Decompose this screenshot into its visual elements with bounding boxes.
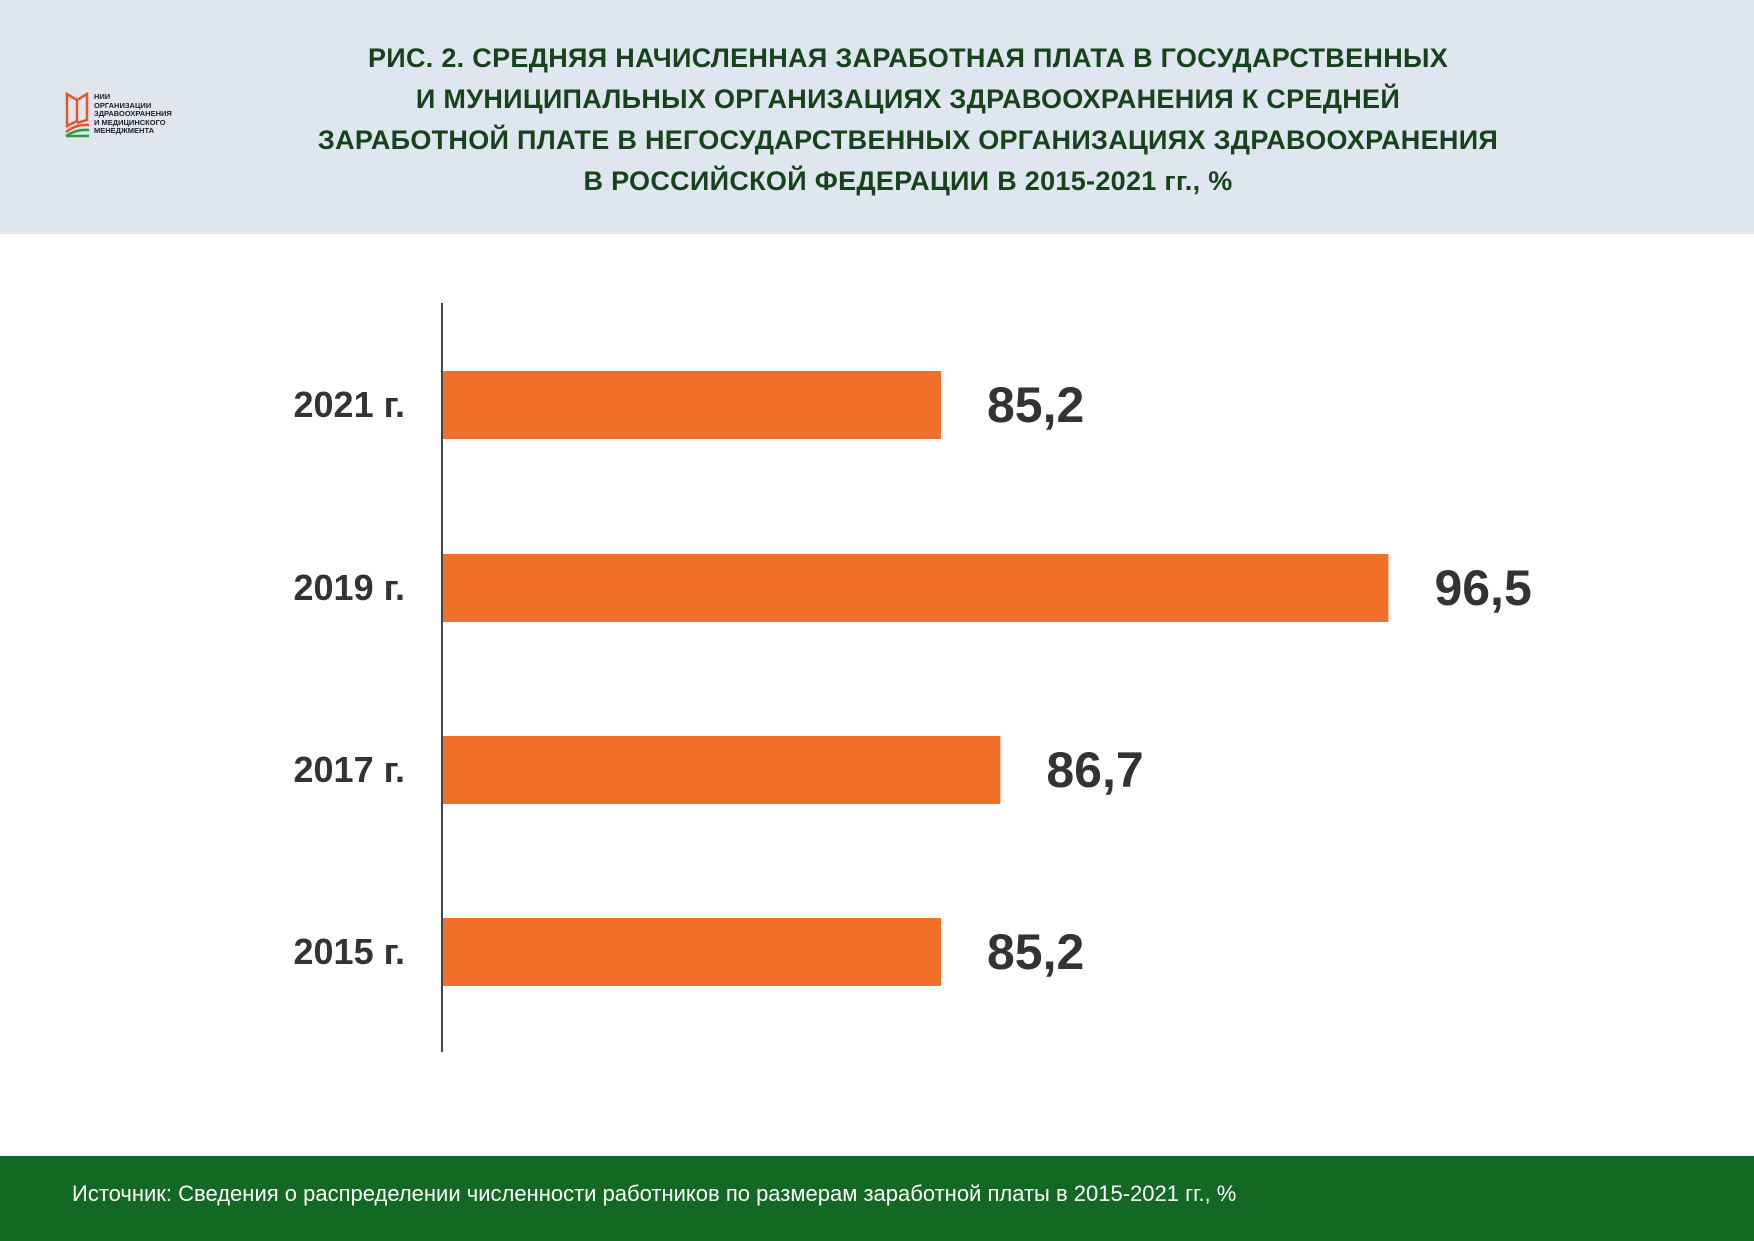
bar (442, 918, 941, 986)
logo-line: НИИ (94, 92, 111, 101)
bar (442, 554, 1389, 622)
title-line: И МУНИЦИПАЛЬНЫХ ОРГАНИЗАЦИЯХ ЗДРАВООХРАН… (415, 84, 1401, 114)
category-label: 2017 г. (294, 749, 405, 790)
value-label: 96,5 (1434, 560, 1531, 616)
logo-text: НИИ ОРГАНИЗАЦИИ ЗДРАВООХРАНЕНИЯ И МЕДИЦИ… (94, 92, 172, 136)
logo-line: ЗДРАВООХРАНЕНИЯ (94, 109, 172, 119)
category-label: 2021 г. (294, 384, 405, 425)
logo: НИИ ОРГАНИЗАЦИИ ЗДРАВООХРАНЕНИЯ И МЕДИЦИ… (64, 91, 172, 143)
logo-line: МЕНЕДЖМЕНТА (94, 126, 154, 136)
title-line: ЗАРАБОТНОЙ ПЛАТЕ В НЕГОСУДАРСТВЕННЫХ ОРГ… (317, 125, 1499, 155)
value-label: 85,2 (987, 377, 1084, 433)
logo-line: ОРГАНИЗАЦИИ (94, 100, 152, 110)
bar (442, 371, 941, 439)
value-label: 85,2 (987, 924, 1084, 980)
footer (0, 1156, 1754, 1241)
logo-icon (65, 91, 90, 138)
bar (442, 736, 1001, 804)
value-label: 86,7 (1046, 742, 1143, 798)
bar-chart: 2021 г. 85,2 2019 г. 96,5 2017 г. 86,7 2015 г.… (294, 303, 1532, 1052)
title-line: В РОССИЙСКОЙ ФЕДЕРАЦИИ В 2015-2021 гг., … (583, 166, 1233, 196)
title-line: РИС. 2. СРЕДНЯЯ НАЧИСЛЕННАЯ ЗАРАБОТНАЯ П… (367, 43, 1449, 73)
header: НИИ ОРГАНИЗАЦИИ ЗДРАВООХРАНЕНИЯ И МЕДИЦИ… (0, 0, 1754, 234)
chart-title: РИС. 2. СРЕДНЯЯ НАЧИСЛЕННАЯ ЗАРАБОТНАЯ П… (200, 38, 1616, 202)
category-label: 2019 г. (294, 567, 405, 608)
category-label: 2015 г. (294, 931, 405, 972)
source-note: Источник: Сведения о распределении числе… (72, 1181, 1237, 1206)
logo-line: И МЕДИЦИНСКОГО (94, 117, 166, 127)
